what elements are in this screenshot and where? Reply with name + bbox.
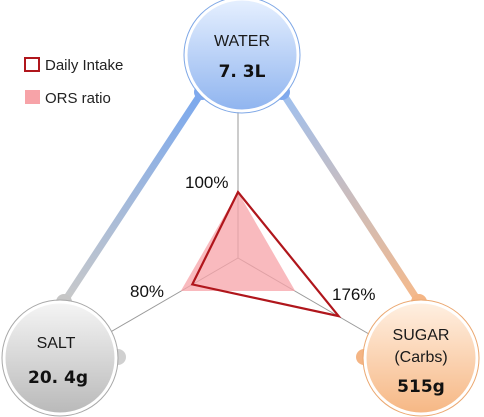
sugar-value: 515g [397,377,445,397]
link-water-salt [60,88,206,306]
salt-label: SALT [37,335,76,352]
salt-value: 20. 4g [28,368,88,388]
legend-swatch-daily-intake [24,57,40,72]
ors-ratio-area [180,192,296,291]
ratio-label-water: 100% [185,173,228,192]
link-water-sugar [278,88,423,306]
water-label: WATER [214,33,270,50]
ratio-label-sugar: 176% [332,285,375,304]
legend-swatch-ors-ratio [25,90,40,104]
ratio-label-salt: 80% [130,282,164,301]
sugar-sublabel: (Carbs) [394,349,447,366]
legend-label-daily-intake: Daily Intake [45,57,123,74]
sugar-label: SUGAR [393,327,450,344]
salt-node[interactable]: SALT 20. 4g [1,299,119,417]
sugar-node[interactable]: SUGAR (Carbs) 515g [362,299,480,417]
legend-label-ors-ratio: ORS ratio [45,90,111,107]
legend: Daily Intake ORS ratio [24,57,123,107]
daily-intake-outline [190,189,342,318]
water-node[interactable]: WATER 7. 3L [183,0,301,114]
water-value: 7. 3L [219,62,266,82]
